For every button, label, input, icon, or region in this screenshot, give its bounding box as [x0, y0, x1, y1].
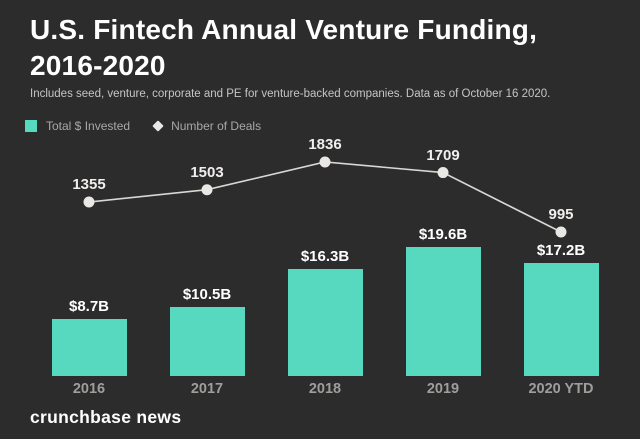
deals-point-label: 1836 — [308, 136, 342, 153]
chart-title: U.S. Fintech Annual Venture Funding, 2016… — [30, 12, 610, 84]
legend-label-number-of-deals: Number of Deals — [171, 119, 262, 133]
x-axis-label: 2019 — [426, 381, 460, 397]
x-axis-label: 2020 YTD — [528, 381, 594, 397]
deals-point — [555, 226, 567, 238]
legend-item-number-of-deals: Number of Deals — [152, 119, 262, 133]
deals-point-label: 1355 — [72, 176, 106, 194]
deals-point-label: 1709 — [426, 146, 460, 164]
chart-title-line1: U.S. Fintech Annual Venture Funding, — [30, 14, 538, 45]
deals-point-label: 995 — [548, 206, 574, 223]
light-diamond-icon — [152, 120, 164, 132]
funding-bar — [523, 263, 599, 376]
bar-value-label: $8.7B — [68, 298, 110, 315]
deals-point — [201, 184, 213, 196]
chart-subtitle: Includes seed, venture, corporate and PE… — [30, 88, 551, 100]
deals-line-chart — [83, 156, 567, 238]
bar-value-label: $19.6B — [418, 226, 468, 243]
crunchbase-news-logo: crunchbase news — [30, 407, 182, 427]
funding-bar — [405, 247, 481, 376]
legend-item-total-invested: Total $ Invested — [25, 119, 130, 133]
bar-value-label: $16.3B — [300, 248, 350, 265]
x-axis-label: 2018 — [308, 381, 342, 397]
x-axis-label: 2016 — [72, 381, 106, 397]
chart-title-line2: 2016-2020 — [30, 50, 166, 81]
bar-value-label: $10.5B — [182, 286, 232, 303]
chart-area: $8.7B 2016 $10.5B 2017 $16.3B 2018 $19.6B 2019 $… — [30, 136, 620, 400]
funding-bar — [51, 319, 127, 376]
funding-bar — [169, 307, 245, 376]
deals-point — [319, 156, 331, 168]
funding-bar — [287, 269, 363, 376]
deals-point-label: 1503 — [190, 163, 224, 181]
chart-legend: Total $ Invested Number of Deals — [25, 119, 261, 133]
bar-value-label: $17.2B — [536, 242, 586, 259]
legend-label-total-invested: Total $ Invested — [46, 119, 131, 133]
deals-point — [83, 196, 95, 208]
teal-square-icon — [25, 120, 37, 132]
deals-point — [437, 167, 449, 179]
x-axis-label: 2017 — [190, 381, 224, 397]
